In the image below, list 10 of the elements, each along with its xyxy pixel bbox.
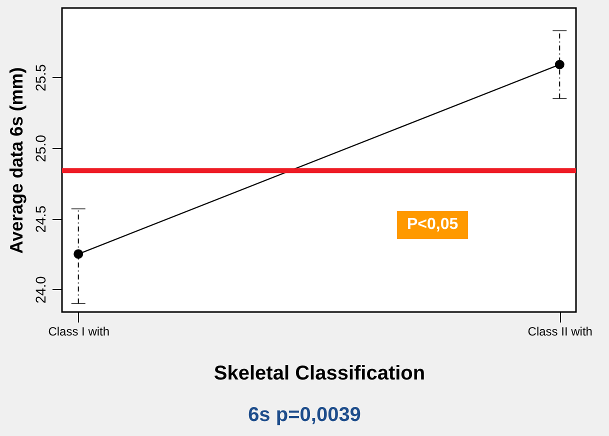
y-tick-label: 25.5	[32, 64, 48, 92]
text: 6s p=0,0039	[247, 404, 362, 427]
y-axis-title: Average data 6s (mm)	[6, 67, 26, 254]
y-tick-label: 24.0	[32, 276, 48, 304]
y-tick-label: 25.0	[32, 134, 48, 162]
x-tick-label: Class II with	[528, 324, 592, 338]
x-axis-title: Skeletal Classification	[214, 362, 426, 384]
y-tick-label: 24.5	[32, 205, 48, 233]
annotation: P<0,05	[397, 211, 468, 239]
x-tick-label: Class I with	[48, 324, 110, 338]
